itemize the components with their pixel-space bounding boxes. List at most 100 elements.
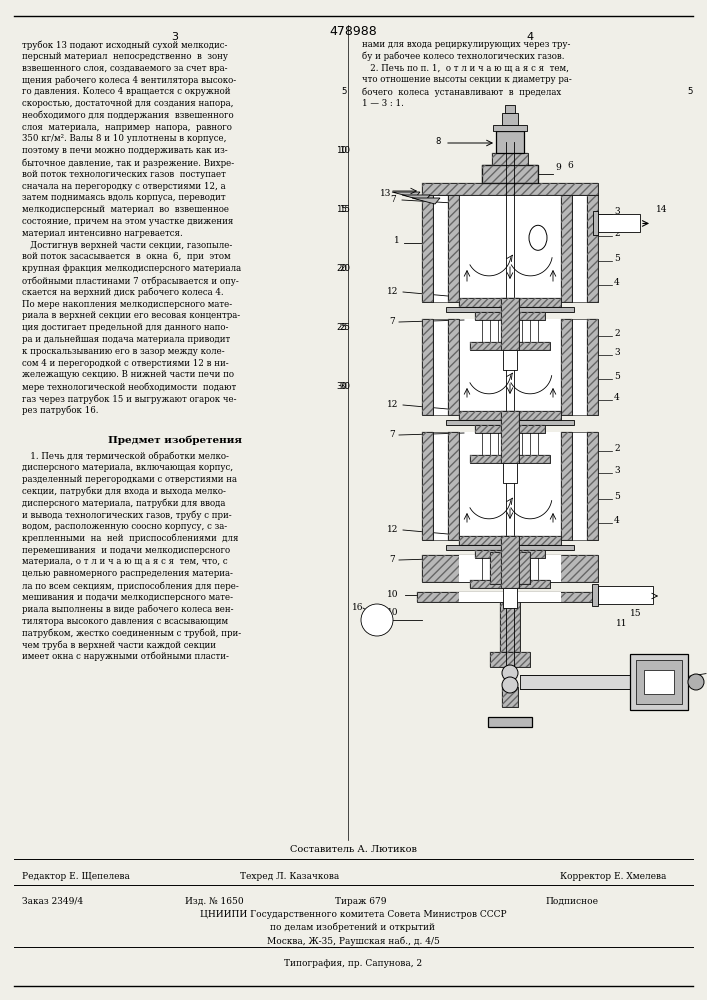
Bar <box>475 550 545 558</box>
Text: необходимого для поддержания  взвешенного: необходимого для поддержания взвешенного <box>22 111 233 120</box>
Text: 15: 15 <box>336 205 347 214</box>
Bar <box>593 211 598 235</box>
Text: 2: 2 <box>614 444 619 453</box>
Circle shape <box>502 677 518 693</box>
Bar <box>501 536 519 587</box>
Bar <box>459 555 561 582</box>
Text: 16: 16 <box>352 603 363 612</box>
Bar <box>502 687 518 707</box>
Text: 3: 3 <box>614 348 619 357</box>
Polygon shape <box>402 195 430 201</box>
Text: бочего  колеса  устанавливают  в  пределах: бочего колеса устанавливают в пределах <box>362 87 561 97</box>
Text: 4: 4 <box>614 516 620 525</box>
Bar <box>520 675 630 689</box>
Bar <box>459 298 561 306</box>
Bar <box>496 131 524 153</box>
Bar <box>470 342 550 350</box>
Bar <box>500 602 520 652</box>
Text: 1. Печь для термической обработки мелко-: 1. Печь для термической обработки мелко- <box>22 451 229 461</box>
Text: тилятора высокого давления с всасывающим: тилятора высокого давления с всасывающим <box>22 616 228 626</box>
Text: мелкодисперсный  материал  во  взвешенное: мелкодисперсный материал во взвешенное <box>22 205 229 214</box>
Text: 11: 11 <box>616 619 628 628</box>
Text: 25: 25 <box>336 323 347 332</box>
Text: сначала на перегородку с отверстиями 12, а: сначала на перегородку с отверстиями 12,… <box>22 182 226 191</box>
Text: ция достигает предельной для данного напо-: ция достигает предельной для данного нап… <box>22 323 228 332</box>
Text: Техред Л. Казачкова: Техред Л. Казачкова <box>240 872 339 881</box>
Bar <box>490 652 530 667</box>
Bar <box>501 410 519 462</box>
Text: 14: 14 <box>656 205 667 214</box>
Bar <box>433 319 448 415</box>
Bar <box>561 319 572 415</box>
Bar <box>587 432 598 540</box>
Text: мешивания и подачи мелкодисперсного мате-: мешивания и подачи мелкодисперсного мате… <box>22 593 233 602</box>
Bar <box>459 432 561 540</box>
Bar <box>422 555 598 582</box>
Text: жележащую секцию. В нижней части печи по: жележащую секцию. В нижней части печи по <box>22 370 234 379</box>
Bar <box>446 306 574 312</box>
Text: 1: 1 <box>394 236 399 245</box>
Text: материал интенсивно нагревается.: материал интенсивно нагревается. <box>22 229 182 238</box>
Text: дисперсного материала, патрубки для ввода: дисперсного материала, патрубки для ввод… <box>22 498 226 508</box>
Text: 7: 7 <box>389 430 395 439</box>
Text: имеет окна с наружными отбойными пласти-: имеет окна с наружными отбойными пласти- <box>22 652 229 661</box>
Bar <box>501 298 519 350</box>
Text: поэтому в печи можно поддерживать как из-: поэтому в печи можно поддерживать как из… <box>22 146 228 155</box>
Text: 10: 10 <box>339 146 350 155</box>
Text: мере технологической необходимости  подают: мере технологической необходимости подаю… <box>22 382 236 392</box>
Bar <box>587 195 598 302</box>
Text: риала выполнены в виде рабочего колеса вен-: риала выполнены в виде рабочего колеса в… <box>22 605 233 614</box>
Bar <box>488 717 532 727</box>
Text: 13: 13 <box>380 188 392 198</box>
Bar <box>598 586 653 604</box>
Text: Достигнув верхней части секции, газопыле-: Достигнув верхней части секции, газопыле… <box>22 241 233 250</box>
Text: ЦНИИПИ Государственного комитета Совета Министров СССР: ЦНИИПИ Государственного комитета Совета … <box>199 910 506 919</box>
Text: 5: 5 <box>341 87 347 96</box>
Bar <box>492 153 528 165</box>
Bar <box>482 165 538 183</box>
Bar <box>448 432 459 540</box>
Bar <box>492 153 528 165</box>
Bar <box>500 602 520 652</box>
Text: 4: 4 <box>527 32 534 42</box>
Bar <box>490 552 530 584</box>
Bar <box>470 454 550 462</box>
Bar <box>493 125 527 131</box>
Bar <box>470 580 550 587</box>
Text: 478988: 478988 <box>329 25 377 38</box>
Bar <box>587 319 598 415</box>
Text: и вывода технологических газов, трубу с при-: и вывода технологических газов, трубу с … <box>22 510 232 520</box>
Bar <box>572 432 587 540</box>
Text: 7: 7 <box>390 196 396 205</box>
Text: трубок 13 подают исходный сухой мелкодис-: трубок 13 подают исходный сухой мелкодис… <box>22 40 228 49</box>
Bar <box>502 687 518 707</box>
Text: Тираж 679: Тираж 679 <box>335 897 387 906</box>
Text: газ через патрубок 15 и выгружают огарок че-: газ через патрубок 15 и выгружают огарок… <box>22 394 237 403</box>
Bar <box>422 183 598 195</box>
Text: Москва, Ж-35, Раушская наб., д. 4/5: Москва, Ж-35, Раушская наб., д. 4/5 <box>267 936 440 946</box>
Text: чем труба в верхней части каждой секции: чем труба в верхней части каждой секции <box>22 640 216 650</box>
Text: 12: 12 <box>387 400 398 409</box>
Text: быточное давление, так и разрежение. Вихре-: быточное давление, так и разрежение. Вих… <box>22 158 234 167</box>
Text: 12: 12 <box>387 525 398 534</box>
Text: 2: 2 <box>614 329 619 338</box>
Text: материала, о т л и ч а ю щ а я с я  тем, что, с: материала, о т л и ч а ю щ а я с я тем, … <box>22 557 228 566</box>
Bar <box>417 592 603 602</box>
Text: Заказ 2349/4: Заказ 2349/4 <box>22 897 83 906</box>
Bar <box>470 580 550 587</box>
Bar <box>561 195 572 302</box>
Bar <box>475 424 545 432</box>
Bar <box>459 536 561 544</box>
Text: отбойными пластинами 7 отбрасывается и опу-: отбойными пластинами 7 отбрасывается и о… <box>22 276 239 286</box>
Text: 25: 25 <box>339 323 350 332</box>
Text: 1 — 3 : 1.: 1 — 3 : 1. <box>362 99 404 108</box>
Text: 5: 5 <box>614 492 620 501</box>
Bar <box>422 319 433 415</box>
Text: Корректор Е. Хмелева: Корректор Е. Хмелева <box>560 872 667 881</box>
Text: 10: 10 <box>387 590 399 599</box>
Text: 7: 7 <box>389 317 395 326</box>
Text: 15: 15 <box>630 609 642 618</box>
Text: 12: 12 <box>387 287 398 296</box>
Bar <box>561 319 572 415</box>
Bar <box>459 319 561 415</box>
